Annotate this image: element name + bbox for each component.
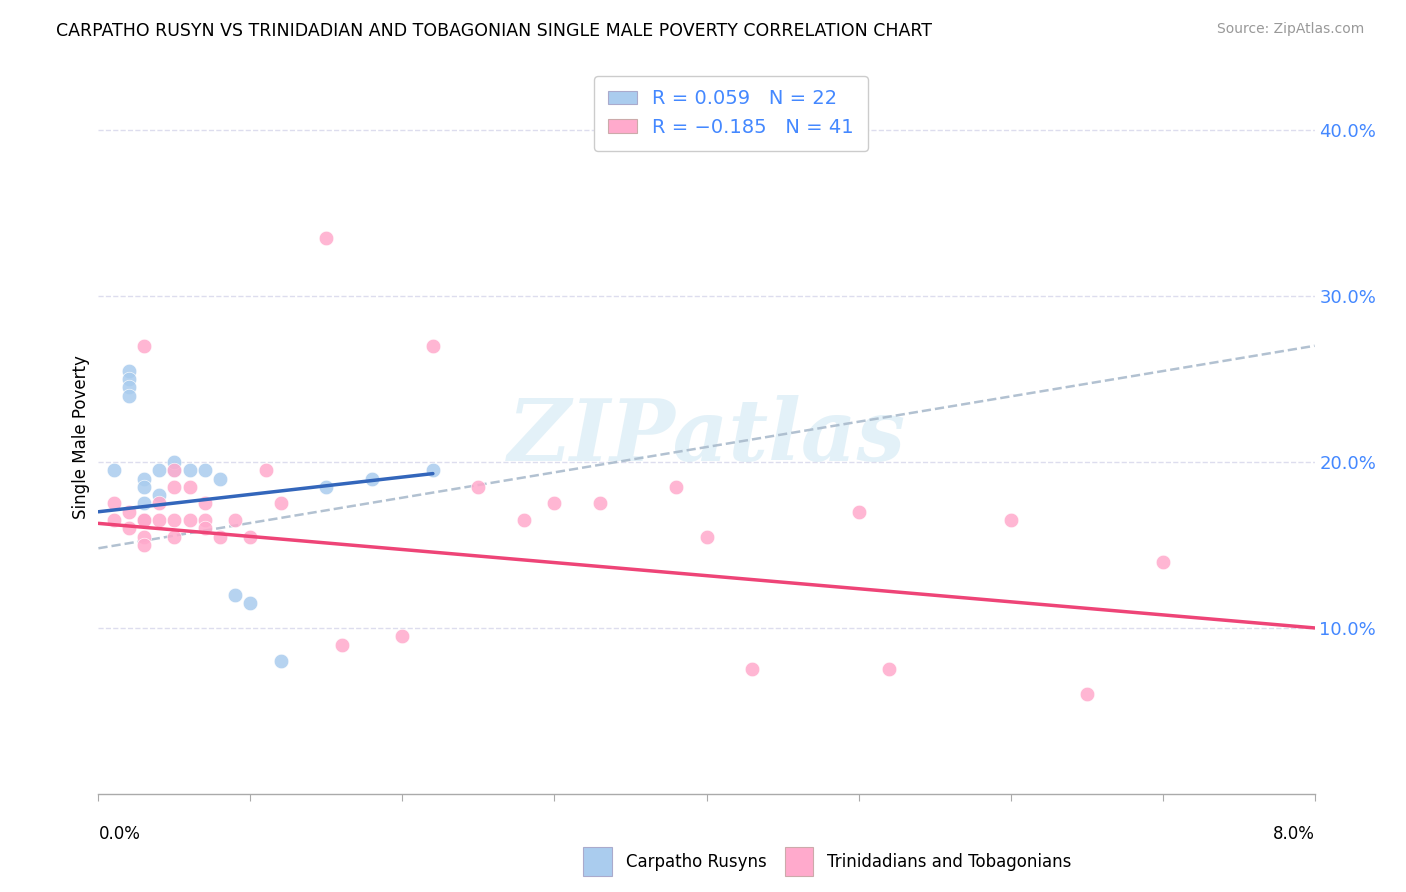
Point — [270, 496, 292, 510]
Point — [194, 496, 217, 510]
Point — [148, 463, 170, 477]
Point — [103, 513, 125, 527]
Point — [330, 638, 353, 652]
Text: 8.0%: 8.0% — [1272, 825, 1315, 843]
Point — [513, 513, 536, 527]
Text: CARPATHO RUSYN VS TRINIDADIAN AND TOBAGONIAN SINGLE MALE POVERTY CORRELATION CHA: CARPATHO RUSYN VS TRINIDADIAN AND TOBAGO… — [56, 22, 932, 40]
Point — [163, 463, 186, 477]
Point — [224, 513, 246, 527]
Text: 0.0%: 0.0% — [98, 825, 141, 843]
Point — [224, 588, 246, 602]
Legend: R = 0.059   N = 22, R = −0.185   N = 41: R = 0.059 N = 22, R = −0.185 N = 41 — [595, 76, 868, 151]
Point — [118, 380, 141, 394]
Point — [132, 513, 155, 527]
Point — [163, 480, 186, 494]
FancyBboxPatch shape — [785, 847, 813, 876]
Text: Trinidadians and Tobagonians: Trinidadians and Tobagonians — [827, 853, 1071, 871]
Point — [315, 231, 337, 245]
Point — [148, 496, 170, 510]
Point — [132, 480, 155, 494]
Point — [848, 505, 870, 519]
Point — [118, 521, 141, 535]
Point — [315, 480, 337, 494]
Point — [194, 521, 217, 535]
Point — [1000, 513, 1022, 527]
Point — [118, 388, 141, 402]
Point — [1152, 555, 1174, 569]
Point — [132, 538, 155, 552]
Point — [163, 455, 186, 469]
Point — [239, 596, 262, 610]
Point — [132, 339, 155, 353]
Point — [118, 372, 141, 386]
Point — [163, 530, 186, 544]
Point — [132, 513, 155, 527]
Point — [422, 339, 444, 353]
Text: ZIPatlas: ZIPatlas — [508, 395, 905, 479]
Point — [741, 662, 763, 676]
Point — [148, 513, 170, 527]
Point — [361, 472, 384, 486]
Point — [589, 496, 612, 510]
Point — [163, 463, 186, 477]
Point — [467, 480, 489, 494]
Point — [239, 530, 262, 544]
Point — [132, 472, 155, 486]
Y-axis label: Single Male Poverty: Single Male Poverty — [72, 355, 90, 519]
Point — [179, 513, 201, 527]
Point — [254, 463, 277, 477]
Point — [422, 463, 444, 477]
Point — [103, 463, 125, 477]
Point — [103, 496, 125, 510]
Point — [132, 496, 155, 510]
Text: Carpatho Rusyns: Carpatho Rusyns — [626, 853, 766, 871]
Point — [118, 364, 141, 378]
Point — [163, 513, 186, 527]
Point — [665, 480, 688, 494]
Point — [132, 513, 155, 527]
Point — [391, 629, 413, 643]
Point — [209, 530, 232, 544]
Point — [194, 463, 217, 477]
Point — [1076, 687, 1098, 701]
Point — [194, 513, 217, 527]
Text: Source: ZipAtlas.com: Source: ZipAtlas.com — [1216, 22, 1364, 37]
Point — [543, 496, 565, 510]
Point — [270, 654, 292, 668]
Point — [132, 530, 155, 544]
Point — [209, 472, 232, 486]
FancyBboxPatch shape — [583, 847, 612, 876]
Point — [148, 488, 170, 502]
Point — [118, 505, 141, 519]
Point — [179, 480, 201, 494]
Point — [179, 463, 201, 477]
Point — [696, 530, 718, 544]
Point — [877, 662, 900, 676]
